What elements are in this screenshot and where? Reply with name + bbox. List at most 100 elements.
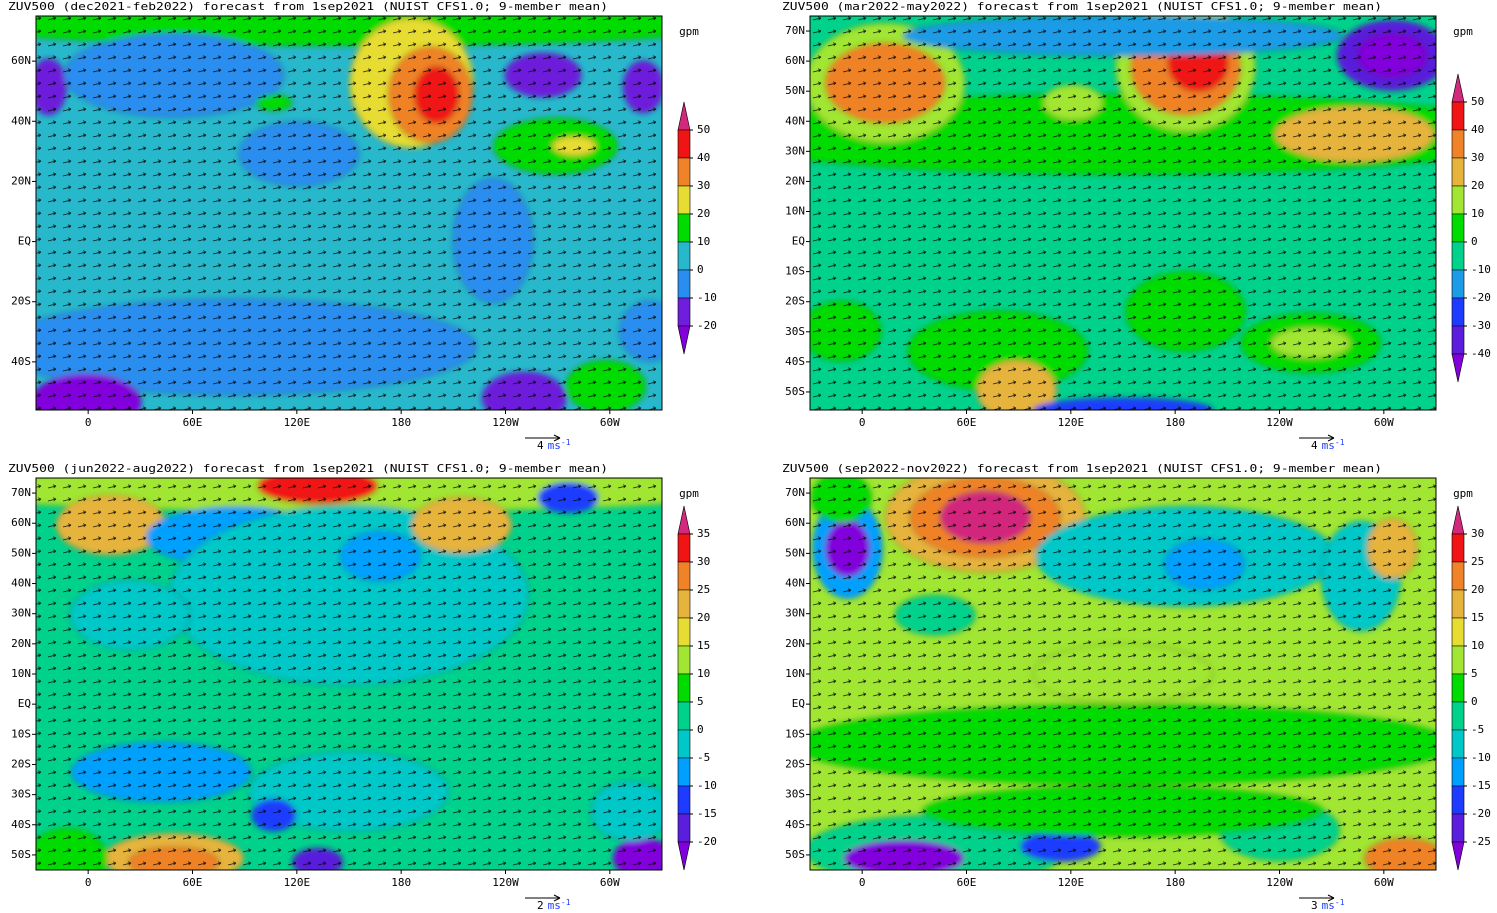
colorbar-label: -20 [697,835,717,848]
y-tick-label: EQ [18,697,31,710]
colorbar-label: 5 [1471,667,1478,680]
reference-value: 4 [1311,439,1318,452]
colorbar-swatch [677,129,691,159]
x-tick-label: 180 [391,876,411,889]
map-frame [809,15,1437,411]
colorbar-label: 30 [697,555,710,568]
colorbar-label: -20 [697,319,717,332]
colorbar-swatch [677,589,691,619]
y-tick-label: 20S [11,757,31,770]
colorbar-swatch [1451,617,1465,647]
x-tick-label: 60E [183,416,203,429]
x-tick-label: 0 [85,416,92,429]
y-tick-label: 60N [11,516,31,529]
colorbar-label: 25 [1471,555,1484,568]
map-panel: ZUV500 (sep2022-nov2022) forecast from 1… [782,463,1491,912]
x-tick-label: 180 [391,416,411,429]
colorbar-label: -20 [1471,807,1491,820]
y-tick-label: EQ [792,697,805,710]
reference-exponent: -1 [561,898,571,907]
colorbar-swatch [1451,533,1465,563]
colorbar-swatch [677,841,691,871]
colorbar-label: 20 [1471,179,1484,192]
wind-vectors [36,16,662,410]
colorbar-label: 40 [697,151,710,164]
map-panel: ZUV500 (jun2022-aug2022) forecast from 1… [8,463,717,912]
y-tick-label: 50N [785,84,805,97]
reference-value: 2 [537,899,544,912]
colorbar-label: 20 [697,207,710,220]
y-tick-label: 40S [785,818,805,831]
y-tick-label: 10S [11,727,31,740]
contour-field [810,478,1436,870]
y-tick-label: 40S [785,355,805,368]
colorbar-label: -10 [697,291,717,304]
x-tick-label: 60W [1374,416,1394,429]
colorbar-swatch [677,701,691,731]
reference-label: 4 ms-1 [1311,438,1345,453]
y-tick-label: 20S [11,295,31,308]
y-tick-label: 40N [785,577,805,590]
colorbar-swatch [677,505,691,535]
contour-field [36,16,662,410]
colorbar-label: 10 [697,667,710,680]
y-tick-label: 20N [785,637,805,650]
reference-vector [525,894,561,902]
x-tick-label: 120W [1266,416,1293,429]
y-tick-label: 20N [11,637,31,650]
x-tick-label: 120E [1058,876,1085,889]
colorbar-swatch [1451,353,1465,383]
panel-title: ZUV500 (sep2022-nov2022) forecast from 1… [782,463,1382,475]
map-panel: ZUV500 (dec2021-feb2022) forecast from 1… [8,1,717,452]
x-tick-label: 120W [1266,876,1293,889]
colorbar-label: 5 [697,695,704,708]
colorbar-swatch [677,617,691,647]
colorbar-swatch [677,645,691,675]
reference-exponent: -1 [1335,438,1345,447]
colorbar-label: -10 [1471,263,1491,276]
reference-value: 3 [1311,899,1318,912]
colorbar-swatch [1451,757,1465,787]
colorbar-swatch [1451,185,1465,215]
colorbar-swatch [677,157,691,187]
colorbar-swatch [1451,213,1465,243]
colorbar-label: -5 [697,751,710,764]
x-tick-label: 180 [1165,416,1185,429]
y-tick-label: 60N [11,54,31,67]
y-tick-label: 30N [11,607,31,620]
colorbar-label: 50 [697,123,710,136]
colorbar-label: 0 [1471,695,1478,708]
x-tick-label: 60W [1374,876,1394,889]
reference-vector [1299,434,1335,442]
y-tick-label: 50S [785,385,805,398]
colorbar-label: 40 [1471,123,1484,136]
colorbar-swatch [1451,841,1465,871]
panel-title: ZUV500 (jun2022-aug2022) forecast from 1… [8,463,608,475]
colorbar-swatch [677,729,691,759]
panel-title: ZUV500 (dec2021-feb2022) forecast from 1… [8,1,608,13]
colorbar-swatch [1451,269,1465,299]
y-tick-label: 70N [785,486,805,499]
colorbar-label: 50 [1471,95,1484,108]
y-tick-label: 50N [785,546,805,559]
colorbar-swatch [677,101,691,131]
colorbar-unit: gpm [1453,487,1473,500]
colorbar-swatch [677,269,691,299]
x-tick-label: 120E [1058,416,1085,429]
colorbar-label: -5 [1471,723,1484,736]
colorbar-swatch [677,185,691,215]
y-tick-label: 40N [11,577,31,590]
colorbar-swatch [1451,157,1465,187]
colorbar-label: 0 [697,263,704,276]
colorbar-unit: gpm [1453,25,1473,38]
x-tick-label: 0 [85,876,92,889]
y-tick-label: 70N [11,486,31,499]
colorbar-label: 20 [697,611,710,624]
colorbar-label: -40 [1471,347,1491,360]
colorbar-label: -10 [697,779,717,792]
colorbar-swatch [677,673,691,703]
reference-value: 4 [537,439,544,452]
y-tick-label: 20N [11,174,31,187]
colorbar-swatch [677,561,691,591]
colorbar-label: -30 [1471,319,1491,332]
